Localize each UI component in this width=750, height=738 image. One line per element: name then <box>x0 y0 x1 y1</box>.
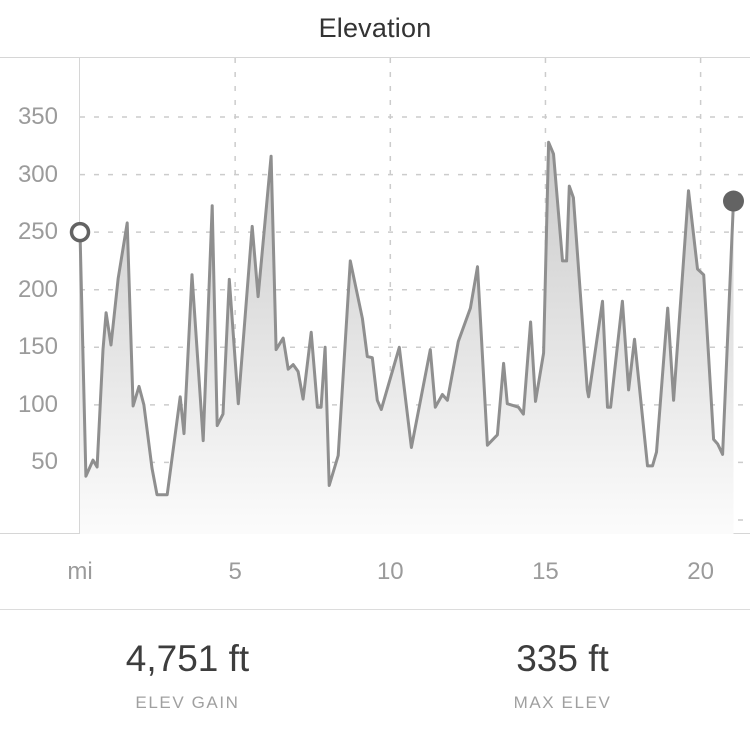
chart-title: Elevation <box>318 13 432 43</box>
max-elev-value: 335 ft <box>516 638 609 679</box>
elev-gain-label: ELEV GAIN <box>135 693 240 712</box>
x-axis-unit-label: mi <box>67 557 93 585</box>
chart-header: Elevation <box>0 0 750 57</box>
stat-elev-gain: 4,751 ft ELEV GAIN <box>0 633 375 713</box>
stats-row: 4,751 ft ELEV GAIN 335 ft MAX ELEV <box>0 610 750 736</box>
x-axis-tick-label: 5 <box>228 557 242 585</box>
x-axis-tick-label: 15 <box>532 557 559 585</box>
y-axis-tick-label: 350 <box>17 103 58 130</box>
x-axis: mi 5 10 15 20 <box>0 534 750 610</box>
x-axis-tick-label: 10 <box>376 557 404 585</box>
y-axis-tick-label: 100 <box>17 390 58 418</box>
y-axis-tick-label: 150 <box>17 333 58 361</box>
elevation-line <box>78 140 735 497</box>
elev-gain-value: 4,751 ft <box>125 638 250 679</box>
end-marker[interactable] <box>722 190 744 212</box>
x-axis-tick-label: 20 <box>687 557 714 585</box>
elevation-area-fill <box>80 142 734 535</box>
elevation-plot[interactable]: 50 100 150 200 250 300 350 <box>0 57 750 535</box>
y-axis-tick-label: 50 <box>31 448 58 476</box>
elevation-chart-svg[interactable] <box>0 58 750 535</box>
start-marker[interactable] <box>69 221 91 243</box>
y-axis-tick-label: 200 <box>17 275 58 303</box>
max-elev-label: MAX ELEV <box>513 693 612 712</box>
stat-max-elev: 335 ft MAX ELEV <box>375 633 750 713</box>
y-axis-tick-label: 250 <box>17 218 58 246</box>
y-axis-tick-label: 300 <box>17 160 58 188</box>
